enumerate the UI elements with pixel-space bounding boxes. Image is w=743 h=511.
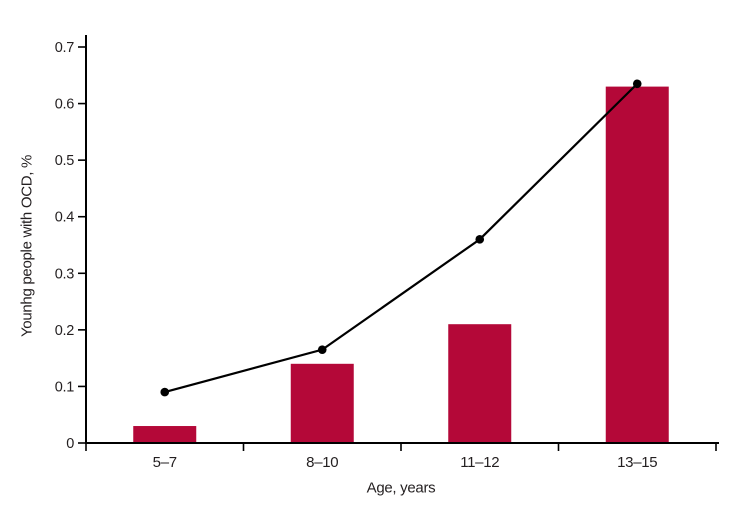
x-axis-title: Age, years xyxy=(366,479,436,497)
data-point-11–12 xyxy=(475,235,485,244)
bar-8–10 xyxy=(290,363,354,443)
bar-11–12 xyxy=(448,324,512,443)
y-tick-label: 0.6 xyxy=(55,97,74,113)
y-tick-label: 0.3 xyxy=(55,266,74,282)
data-point-5–7 xyxy=(160,387,170,397)
x-category-label: 8–10 xyxy=(306,454,338,471)
y-tick-label: 0.7 xyxy=(55,40,74,56)
bar-5–7 xyxy=(133,426,197,443)
y-tick-label: 0.4 xyxy=(55,210,74,226)
y-tick-label: 0.1 xyxy=(55,379,74,395)
x-category-label: 5–7 xyxy=(153,454,177,471)
x-category-label: 11–12 xyxy=(460,454,499,471)
y-tick-label: 0 xyxy=(66,436,74,452)
bar-13–15 xyxy=(605,86,669,443)
trend-line xyxy=(164,82,639,394)
y-tick-label: 0.5 xyxy=(55,153,74,169)
x-category-label: 13–15 xyxy=(617,454,657,471)
y-tick-label: 0.2 xyxy=(55,323,74,339)
data-point-8–10 xyxy=(317,345,327,354)
y-axis-title: Younhg people with OCD, % xyxy=(18,154,36,338)
data-point-13–15 xyxy=(632,79,642,89)
